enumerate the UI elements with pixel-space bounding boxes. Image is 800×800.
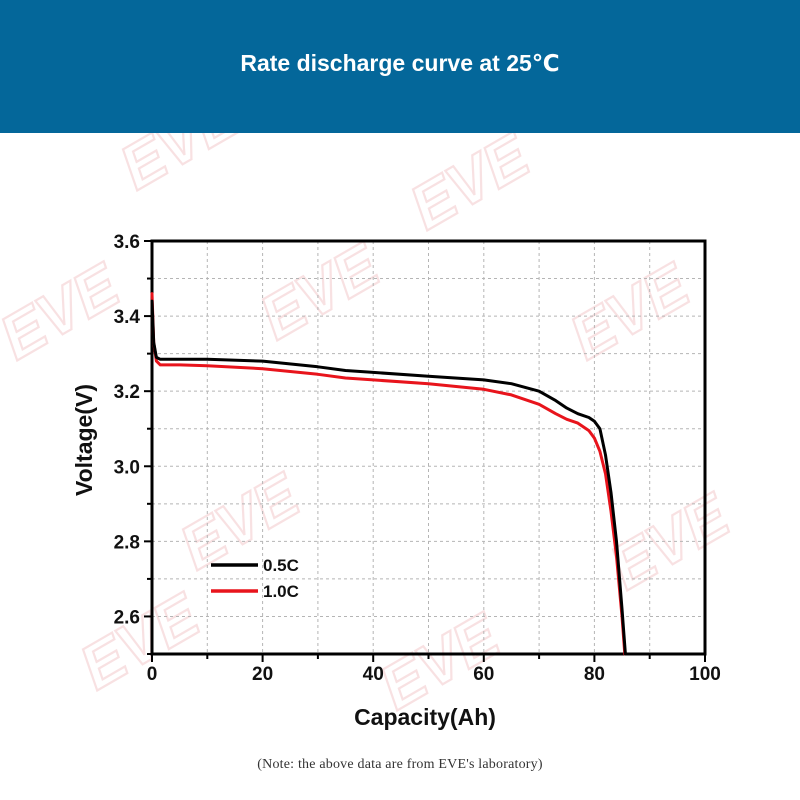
y-tick-labels: 2.6 2.8 3.0 3.2 3.4 3.6 — [114, 232, 141, 628]
page-title: Rate discharge curve at 25℃ — [240, 50, 560, 76]
axis-ticks — [144, 240, 706, 662]
watermark-text: EVE — [559, 251, 702, 374]
watermark-text: EVE — [249, 231, 392, 354]
watermark-text: EVE — [0, 251, 132, 374]
y-tick-label: 3.0 — [114, 457, 140, 478]
legend: 0.5C 1.0C — [211, 556, 299, 601]
y-tick-label: 3.2 — [114, 382, 140, 403]
grid-lines — [152, 241, 705, 654]
series-layer — [150, 292, 627, 656]
x-axis-title: Capacity(Ah) — [354, 704, 496, 730]
x-tick-label: 60 — [473, 664, 494, 685]
x-tick-label: 0 — [147, 664, 158, 685]
x-tick-label: 40 — [363, 664, 384, 685]
y-tick-label: 3.6 — [114, 232, 140, 253]
y-axis-title: Voltage(V) — [71, 384, 97, 496]
series-line-0-5c — [150, 299, 627, 656]
y-tick-label: 3.4 — [114, 307, 141, 328]
x-tick-label: 100 — [689, 664, 721, 685]
header-banner: Rate discharge curve at 25℃ — [0, 0, 800, 133]
y-tick-label: 2.6 — [114, 607, 140, 628]
x-tick-label: 80 — [584, 664, 605, 685]
data-source-note: (Note: the above data are from EVE's lab… — [257, 757, 543, 772]
x-tick-labels: 0 20 40 60 80 100 — [147, 664, 721, 685]
watermark-text: EVE — [109, 133, 252, 203]
series-line-1-0c — [150, 292, 627, 656]
legend-label-1-0c: 1.0C — [263, 582, 299, 601]
x-tick-label: 20 — [252, 664, 273, 685]
watermark-text: EVE — [399, 133, 542, 243]
watermark-text: EVE — [69, 581, 212, 704]
legend-label-0-5c: 0.5C — [263, 556, 299, 575]
y-tick-label: 2.8 — [114, 532, 140, 553]
